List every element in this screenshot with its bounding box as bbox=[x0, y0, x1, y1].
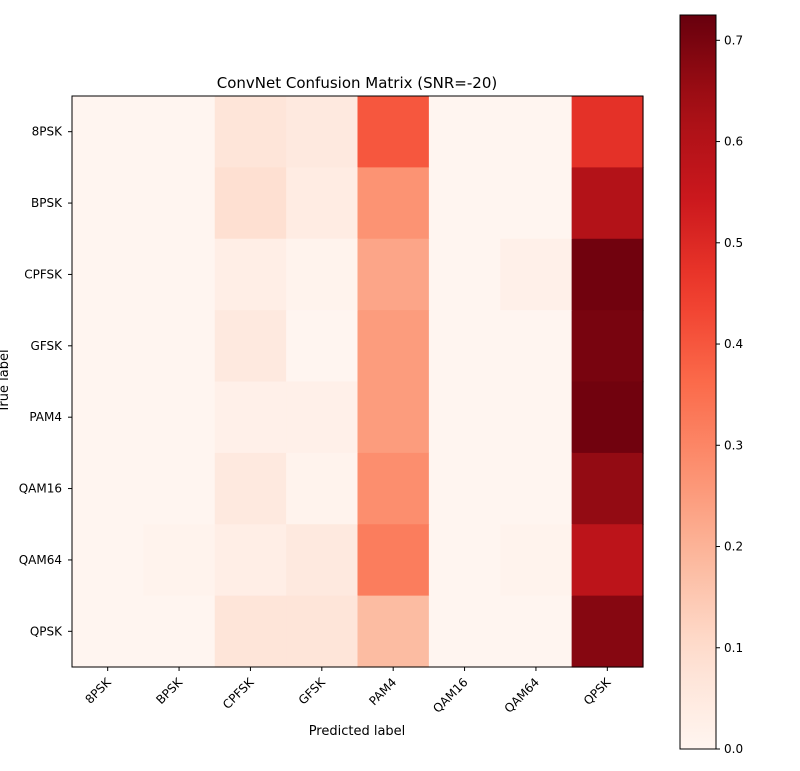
heatmap-cell bbox=[357, 238, 430, 311]
heatmap-cell bbox=[143, 452, 216, 525]
heatmap-cell bbox=[72, 310, 144, 383]
heatmap-cell bbox=[500, 167, 573, 240]
x-tick-label: QAM16 bbox=[430, 675, 471, 716]
x-tick-label: QPSK bbox=[581, 674, 614, 707]
heatmap-cell bbox=[500, 310, 573, 383]
heatmap-cell bbox=[428, 381, 501, 454]
heatmap-cell bbox=[286, 452, 359, 525]
colorbar-ticks: 0.0 0.1 0.2 0.3 0.4 0.5 0.6 0.7 bbox=[716, 33, 743, 756]
heatmap-cell bbox=[500, 595, 573, 668]
y-axis-label: True label bbox=[0, 349, 12, 413]
heatmap-cell bbox=[214, 310, 287, 383]
heatmap-cell bbox=[500, 96, 573, 168]
heatmap-cell bbox=[571, 167, 644, 240]
heatmap-cell bbox=[571, 381, 644, 454]
heatmap-cell bbox=[571, 452, 644, 525]
y-axis-ticks: 8PSK BPSK CPFSK GFSK PAM4 QAM16 QAM64 QPSK bbox=[19, 125, 72, 638]
heatmap-cell bbox=[357, 595, 430, 668]
heatmap-cell bbox=[286, 595, 359, 668]
chart-title: ConvNet Confusion Matrix (SNR=-20) bbox=[217, 74, 497, 92]
heatmap-cell bbox=[286, 167, 359, 240]
heatmap-cell bbox=[286, 524, 359, 597]
heatmap-cell bbox=[500, 238, 573, 311]
heatmap-cell bbox=[72, 381, 144, 454]
heatmap-cell bbox=[143, 96, 216, 168]
y-tick-label: QPSK bbox=[30, 624, 63, 638]
heatmap-cell bbox=[428, 524, 501, 597]
heatmap-cell bbox=[571, 524, 644, 597]
colorbar-tick-label: 0.4 bbox=[724, 337, 743, 351]
heatmap-cell bbox=[286, 238, 359, 311]
x-tick-label: CPFSK bbox=[220, 674, 257, 711]
heatmap-cell bbox=[214, 96, 287, 168]
colorbar-tick-label: 0.2 bbox=[724, 540, 743, 554]
heatmap-cell bbox=[428, 310, 501, 383]
colorbar bbox=[679, 14, 717, 750]
y-tick-label: QAM16 bbox=[19, 482, 62, 496]
y-tick-label: BPSK bbox=[31, 196, 63, 210]
heatmap-cell bbox=[72, 595, 144, 668]
heatmap-cell bbox=[143, 238, 216, 311]
x-tick-label: QAM64 bbox=[502, 675, 543, 716]
y-tick-label: 8PSK bbox=[32, 125, 63, 139]
heatmap-cells bbox=[72, 96, 644, 668]
plot-frame bbox=[71, 95, 644, 668]
heatmap-cell bbox=[143, 595, 216, 668]
heatmap-cell bbox=[357, 310, 430, 383]
colorbar-tick-label: 0.7 bbox=[724, 33, 743, 47]
heatmap-cell bbox=[214, 595, 287, 668]
heatmap-cell bbox=[72, 96, 144, 168]
heatmap-cell bbox=[357, 167, 430, 240]
heatmap-cell bbox=[143, 381, 216, 454]
x-tick-label: PAM4 bbox=[366, 675, 399, 708]
heatmap-cell bbox=[571, 310, 644, 383]
y-tick-label: GFSK bbox=[31, 339, 64, 353]
heatmap-cell bbox=[72, 452, 144, 525]
heatmap-cell bbox=[357, 96, 430, 168]
colorbar-tick-label: 0.0 bbox=[724, 742, 743, 756]
heatmap-cell bbox=[357, 452, 430, 525]
heatmap-cell bbox=[357, 381, 430, 454]
heatmap-cell bbox=[286, 310, 359, 383]
heatmap-cell bbox=[428, 452, 501, 525]
heatmap-cell bbox=[214, 167, 287, 240]
x-tick-label: 8PSK bbox=[82, 674, 114, 706]
heatmap-cell bbox=[428, 96, 501, 168]
colorbar-tick-label: 0.3 bbox=[724, 438, 743, 452]
heatmap-cell bbox=[571, 96, 644, 168]
heatmap-cell bbox=[72, 238, 144, 311]
colorbar-tick-label: 0.6 bbox=[724, 135, 743, 149]
x-tick-label: BPSK bbox=[153, 674, 186, 707]
heatmap-cell bbox=[500, 524, 573, 597]
heatmap-cell bbox=[500, 452, 573, 525]
x-axis-label: Predicted label bbox=[309, 724, 406, 739]
heatmap-cell bbox=[214, 238, 287, 311]
heatmap-cell bbox=[357, 524, 430, 597]
heatmap-cell bbox=[286, 96, 359, 168]
heatmap-cell bbox=[428, 595, 501, 668]
heatmap-cell bbox=[143, 310, 216, 383]
heatmap-cell bbox=[428, 238, 501, 311]
heatmap-cell bbox=[214, 452, 287, 525]
colorbar-tick-label: 0.5 bbox=[724, 236, 743, 250]
heatmap-cell bbox=[214, 381, 287, 454]
heatmap-cell bbox=[72, 524, 144, 597]
heatmap-cell bbox=[214, 524, 287, 597]
heatmap-cell bbox=[143, 167, 216, 240]
colorbar-tick-label: 0.1 bbox=[724, 641, 743, 655]
y-tick-label: QAM64 bbox=[19, 553, 62, 567]
heatmap-cell bbox=[428, 167, 501, 240]
y-tick-label: CPFSK bbox=[24, 267, 63, 281]
heatmap-cell bbox=[571, 238, 644, 311]
x-tick-label: GFSK bbox=[296, 674, 329, 707]
y-tick-label: PAM4 bbox=[29, 410, 62, 424]
heatmap-cell bbox=[72, 167, 144, 240]
heatmap-cell bbox=[500, 381, 573, 454]
heatmap-cell bbox=[571, 595, 644, 668]
x-axis-ticks: 8PSK BPSK CPFSK GFSK PAM4 QAM16 QAM64 QPSK bbox=[82, 667, 614, 716]
heatmap-cell bbox=[286, 381, 359, 454]
heatmap-cell bbox=[143, 524, 216, 597]
